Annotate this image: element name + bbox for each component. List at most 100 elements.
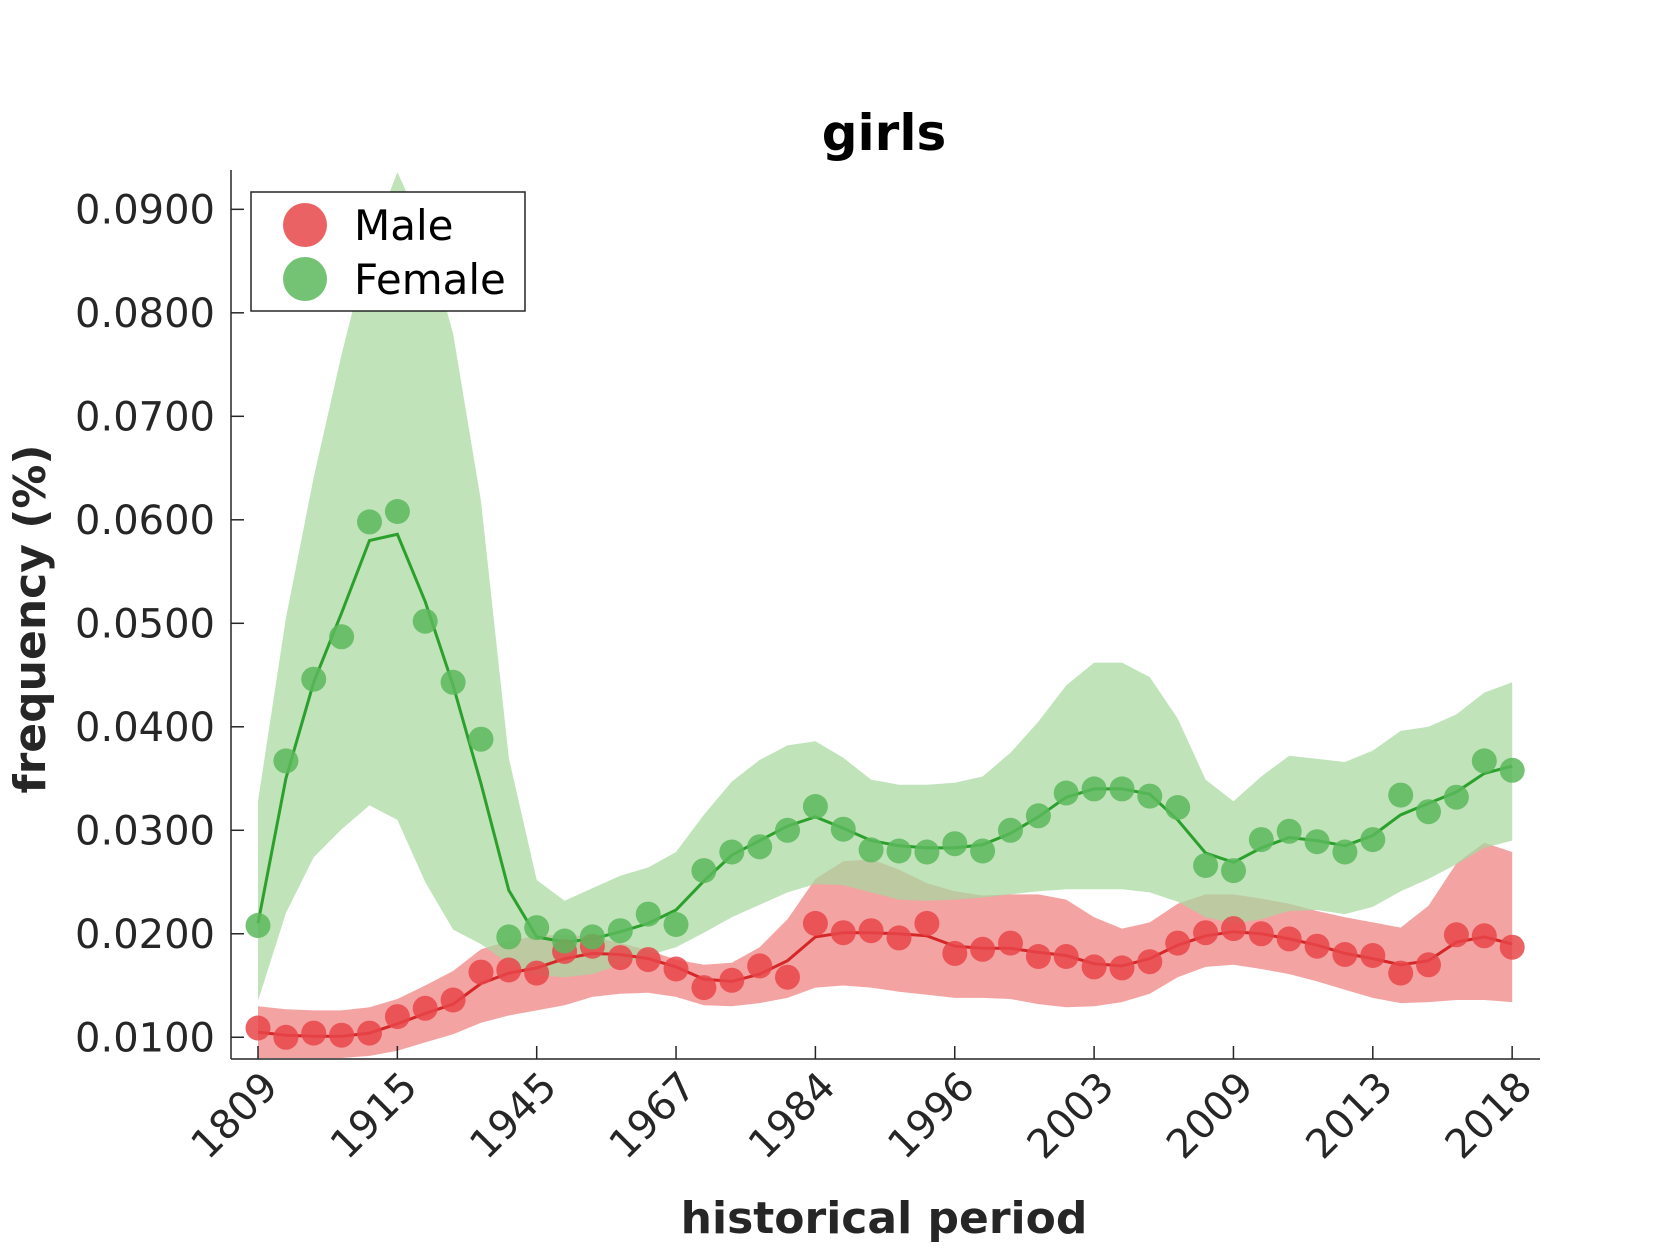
- legend: Male Female: [250, 191, 526, 312]
- data-point-female: [998, 817, 1023, 843]
- data-point-female: [635, 901, 661, 927]
- data-point-male: [273, 1024, 299, 1050]
- x-tick-label: 1984: [740, 1064, 845, 1169]
- data-point-female: [1332, 839, 1358, 865]
- x-tick-label: 2003: [1019, 1064, 1124, 1169]
- data-point-male: [1471, 923, 1497, 949]
- data-point-male: [775, 964, 800, 990]
- data-point-male: [384, 1004, 410, 1030]
- data-point-female: [858, 837, 884, 863]
- x-axis-ticks: 1809 1915 1945 1967 1984 1996 2003 2009 2013 2018: [183, 1046, 1542, 1169]
- legend-label-male: Male: [354, 201, 453, 250]
- trend-lines: [256, 532, 1513, 1038]
- data-point-female: [329, 624, 355, 650]
- y-tick-label: 0.0600: [75, 498, 215, 544]
- data-point-male: [858, 918, 884, 944]
- data-point-female: [1416, 799, 1441, 825]
- data-point-male: [1221, 916, 1246, 942]
- data-point-male: [607, 945, 633, 971]
- data-point-female: [1165, 795, 1191, 820]
- data-point-female: [1276, 818, 1302, 844]
- data-point-male: [329, 1022, 355, 1048]
- y-tick-label: 0.0700: [75, 394, 215, 440]
- data-point-male: [1360, 943, 1386, 968]
- data-point-female: [440, 669, 466, 695]
- data-point-male: [635, 947, 661, 973]
- data-point-male: [1193, 920, 1219, 946]
- data-point-male: [357, 1020, 382, 1046]
- data-point-male: [1165, 930, 1191, 956]
- legend-label-female: Female: [354, 255, 506, 304]
- data-point-male: [719, 967, 745, 993]
- data-point-male: [914, 910, 940, 936]
- data-point-male: [830, 920, 856, 946]
- x-tick-label: 2009: [1158, 1064, 1263, 1169]
- data-markers: [245, 499, 1525, 1050]
- data-point-female: [802, 794, 828, 819]
- data-point-male: [1304, 933, 1330, 959]
- data-point-female: [942, 831, 968, 857]
- data-point-male: [1137, 949, 1163, 975]
- data-point-female: [1025, 803, 1051, 829]
- data-point-male: [886, 925, 912, 951]
- data-point-female: [1109, 776, 1135, 802]
- data-point-male: [1248, 921, 1274, 947]
- data-point-female: [1304, 829, 1330, 855]
- data-point-male: [245, 1015, 271, 1041]
- data-point-female: [1053, 780, 1079, 806]
- data-point-male: [998, 930, 1023, 956]
- legend-marker-male: [283, 203, 327, 247]
- data-point-female: [357, 509, 382, 535]
- data-point-male: [524, 960, 550, 986]
- data-point-female: [830, 816, 856, 842]
- x-tick-label: 1809: [183, 1064, 288, 1169]
- data-point-male: [1025, 944, 1051, 969]
- y-tick-label: 0.0500: [75, 601, 215, 647]
- data-point-female: [1443, 784, 1469, 810]
- data-point-male: [1276, 926, 1302, 952]
- data-point-female: [1471, 748, 1497, 774]
- data-point-male: [1109, 955, 1135, 981]
- data-point-male: [1388, 960, 1414, 986]
- x-tick-label: 1945: [461, 1064, 566, 1169]
- confidence-bands: [258, 172, 1513, 1058]
- data-point-male: [468, 959, 494, 985]
- data-point-female: [384, 499, 410, 524]
- y-tick-label: 0.0200: [75, 912, 215, 958]
- y-tick-label: 0.0300: [75, 808, 215, 854]
- trend-line-male: [257, 930, 1513, 1038]
- data-point-female: [1221, 858, 1246, 884]
- data-point-female: [1388, 782, 1414, 808]
- data-point-male: [1499, 934, 1525, 960]
- data-point-male: [1443, 922, 1469, 948]
- data-point-female: [970, 838, 996, 864]
- data-point-female: [607, 918, 633, 944]
- data-point-female: [691, 858, 717, 884]
- data-point-male: [1416, 952, 1441, 978]
- data-point-female: [579, 924, 605, 950]
- data-point-female: [914, 839, 940, 865]
- y-axis-title: frequency (%): [5, 444, 56, 793]
- data-point-male: [412, 995, 438, 1021]
- data-point-female: [301, 666, 327, 692]
- data-point-female: [719, 839, 745, 865]
- data-point-male: [970, 936, 996, 962]
- x-axis-title: historical period: [681, 1193, 1088, 1244]
- data-point-female: [1360, 827, 1386, 853]
- data-point-female: [1137, 783, 1163, 809]
- data-point-female: [775, 817, 800, 843]
- data-point-female: [886, 838, 912, 864]
- y-tick-label: 0.0800: [75, 291, 215, 337]
- chart-title: girls: [822, 104, 947, 162]
- x-tick-label: 2018: [1437, 1064, 1542, 1169]
- band-female: [258, 172, 1513, 1002]
- data-point-male: [1332, 942, 1358, 967]
- data-point-female: [1499, 757, 1525, 783]
- data-point-male: [802, 910, 828, 936]
- axes: [230, 170, 1540, 1060]
- data-point-female: [1193, 853, 1219, 878]
- band-male: [258, 842, 1513, 1058]
- data-point-male: [691, 975, 717, 1001]
- data-point-female: [663, 912, 689, 937]
